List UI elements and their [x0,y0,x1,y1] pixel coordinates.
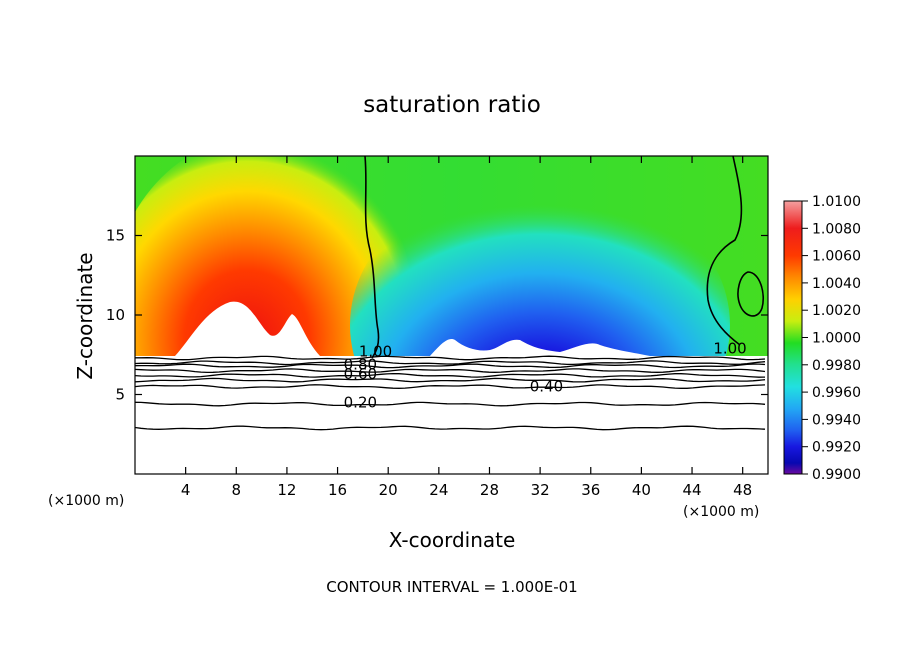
x-unit-right: (×1000 m) [683,504,759,520]
contour-line [135,372,766,378]
x-tick-label: 4 [181,481,191,499]
colorbar-label: 1.0080 [812,221,861,237]
contour-lines [135,355,766,431]
x-tick-label: 40 [632,481,651,499]
x-axis-ticks: 4 8 12 16 20 24 28 32 36 40 44 48 [181,156,752,499]
colorbar [783,200,803,475]
x-tick-label: 36 [581,481,600,499]
x-tick-label: 24 [429,481,448,499]
contour-line [135,425,766,431]
contour-label: 0.40 [530,378,563,396]
y-axis-ticks: 5 10 15 [106,227,768,404]
x-tick-label: 12 [277,481,296,499]
y-tick-label: 10 [106,306,125,324]
contour-label: 1.00 [713,339,746,357]
white-bumps-left [175,301,320,356]
contour-1-00-mid [364,156,380,359]
x-tick-label: 32 [531,481,550,499]
colorbar-label: 1.0000 [812,331,861,347]
white-bumps-right [430,339,650,356]
colorbar-label: 1.0040 [812,276,861,292]
contour-1-00-right [706,156,743,346]
contour-line [135,363,766,369]
contour-label: 0.80 [344,355,377,373]
x-axis-label: X-coordinate [389,528,516,552]
contour-line [135,368,766,374]
colorbar-ticks: 1.0100 1.0080 1.0060 1.0040 1.0020 1.0000 0.99… [802,194,861,483]
plot-area: 1.000.800.600.400.201.00 [135,156,768,474]
contour-labels: 1.000.800.600.400.201.00 [344,339,747,411]
x-tick-label: 48 [733,481,752,499]
chart-title: saturation ratio [363,92,541,118]
contour-line [135,384,766,389]
contour-label: 0.20 [344,393,377,411]
colorbar-label: 1.0020 [812,303,861,319]
contour-label: 1.00 [359,343,392,361]
x-tick-label: 8 [232,481,242,499]
colorbar-label: 0.9900 [812,467,861,483]
colorbar-label: 1.0100 [812,194,861,210]
colorbar-label: 0.9920 [812,440,861,456]
contour-interval-note: CONTOUR INTERVAL = 1.000E-01 [326,578,577,596]
contour-line [135,401,766,407]
x-tick-label: 16 [328,481,347,499]
colorbar-label: 1.0060 [812,249,861,265]
y-tick-label: 5 [115,386,125,404]
contour-line [135,377,766,383]
contour-line [135,355,766,361]
contour-1-00-loop [737,271,764,317]
colorbar-label: 0.9960 [812,385,861,401]
x-tick-label: 20 [379,481,398,499]
x-tick-label: 28 [480,481,499,499]
y-axis-label: Z-coordinate [73,252,97,379]
contour-label: 0.60 [344,365,377,383]
colorbar-label: 0.9940 [812,412,861,428]
y-tick-label: 15 [106,227,125,245]
x-tick-label: 44 [682,481,701,499]
contour-line [135,360,766,366]
x-unit-left: (×1000 m) [48,493,124,509]
colorbar-label: 0.9980 [812,358,861,374]
